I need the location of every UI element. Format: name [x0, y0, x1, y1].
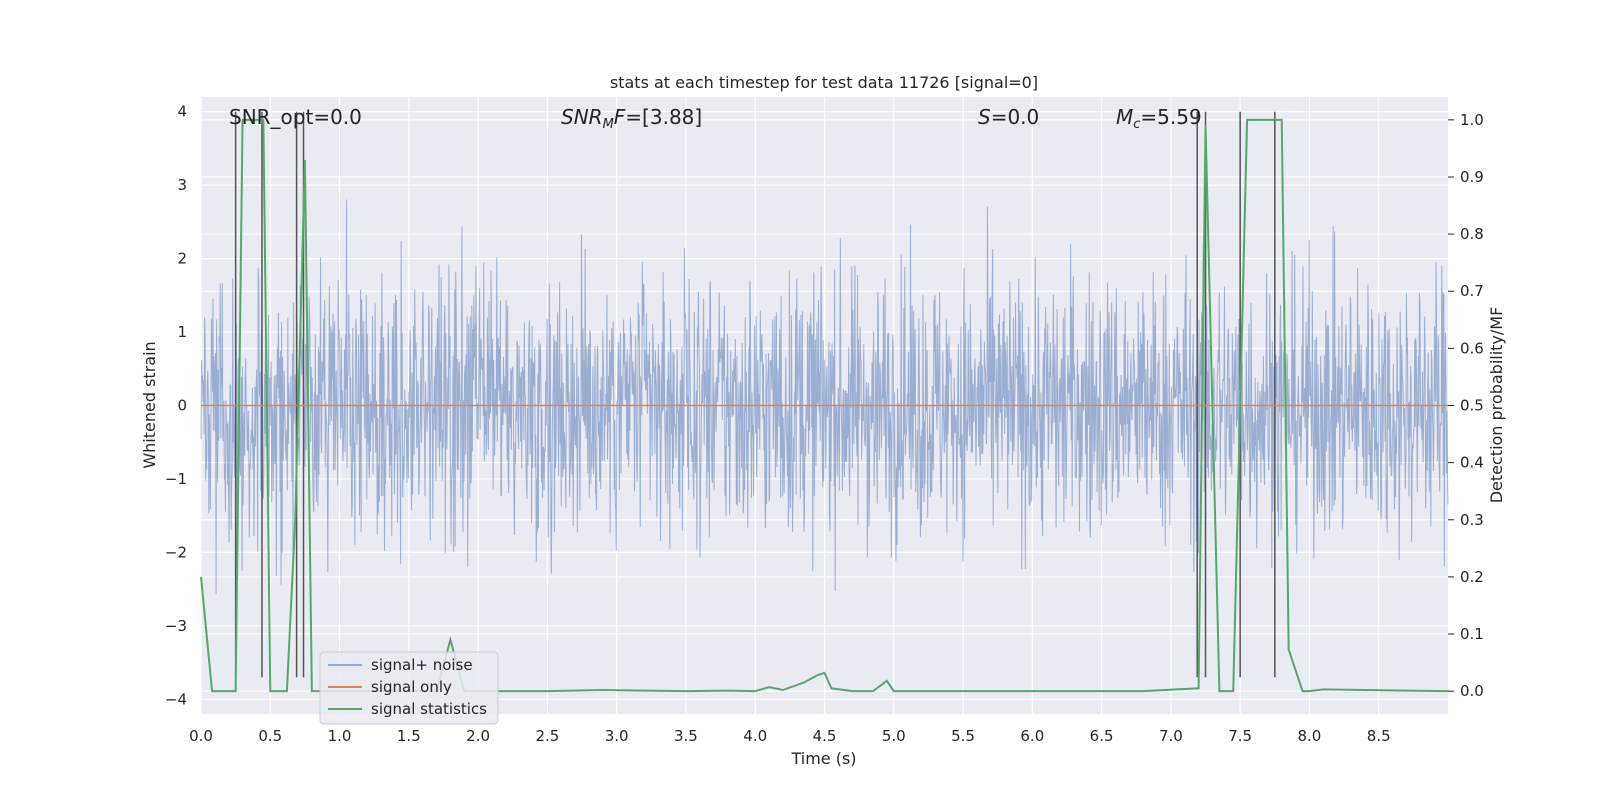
y-tick-label: 2 — [177, 250, 187, 268]
y-tick-label: −1 — [165, 470, 187, 488]
y-tick-label: −3 — [165, 617, 187, 635]
annotation-mc: Mc=5.59 — [1116, 105, 1202, 132]
y-tick-label: 1 — [177, 323, 187, 341]
y-right-tick-label: 0.8 — [1460, 225, 1484, 243]
y-tick-label: 3 — [177, 176, 187, 194]
y-right-tick-label: 0.9 — [1460, 168, 1484, 186]
annotations: SNR_opt=0.0 SNRMF=[3.88] S=0.0 Mc=5.59 — [229, 105, 1202, 132]
annotation-s: S=0.0 — [978, 105, 1039, 129]
x-tick-label: 8.0 — [1298, 727, 1322, 745]
legend-label-signal-only: signal only — [371, 678, 452, 696]
x-tick-label: 1.5 — [397, 727, 421, 745]
x-tick-label: 2.5 — [535, 727, 559, 745]
x-tick-label: 4.0 — [743, 727, 767, 745]
x-tick-label: 3.0 — [605, 727, 629, 745]
x-tick-label: 8.5 — [1367, 727, 1391, 745]
y-tick-label: 4 — [177, 103, 187, 121]
y-right-tick-label: 1.0 — [1460, 111, 1484, 129]
y-right-tick-label: 0.3 — [1460, 511, 1484, 529]
legend: signal+ noise signal only signal statist… — [319, 651, 499, 725]
y-tick-label: −2 — [165, 543, 187, 561]
x-tick-label: 6.5 — [1090, 727, 1114, 745]
y-tick-label: 0 — [177, 397, 187, 415]
legend-label-signal-noise: signal+ noise — [371, 656, 473, 674]
statistics-line — [200, 118, 1449, 693]
x-tick-label: 3.5 — [674, 727, 698, 745]
legend-label-signal-statistics: signal statistics — [371, 700, 487, 718]
x-tick-label: 0.0 — [189, 727, 213, 745]
y-right-tick-label: 0.0 — [1460, 682, 1484, 700]
y-tick-label: −4 — [165, 690, 187, 708]
series-signal-statistics — [200, 118, 1449, 693]
x-tick-label: 7.5 — [1228, 727, 1252, 745]
y-right-axis-label: Detection probability/MF — [1487, 307, 1506, 504]
x-tick-label: 6.0 — [1020, 727, 1044, 745]
y-right-tick-label: 0.6 — [1460, 339, 1484, 357]
x-tick-label: 5.0 — [882, 727, 906, 745]
annotation-snr-opt: SNR_opt=0.0 — [229, 105, 362, 129]
y-right-tick-label: 0.1 — [1460, 625, 1484, 643]
y-right-tick-label: 0.2 — [1460, 568, 1484, 586]
x-tick-label: 0.5 — [258, 727, 282, 745]
x-axis-label: Time (s) — [790, 749, 856, 768]
legend-box — [319, 651, 499, 725]
annotation-snr-mf: SNRMF=[3.88] — [561, 105, 702, 132]
x-tick-label: 1.0 — [328, 727, 352, 745]
chart-title: stats at each timestep for test data 117… — [610, 73, 1038, 92]
x-tick-label: 4.5 — [813, 727, 837, 745]
x-tick-label: 2.0 — [466, 727, 490, 745]
y-right-tick-labels: 1.0 0.9 0.8 0.7 0.6 0.5 0.4 0.3 0.2 0.1 0.0 — [1448, 111, 1484, 700]
y-right-tick-label: 0.4 — [1460, 454, 1484, 472]
y-right-tick-label: 0.5 — [1460, 397, 1484, 415]
y-axis-label: Whitened strain — [140, 341, 159, 468]
x-tick-labels: 0.0 0.5 1.0 1.5 2.0 2.5 3.0 3.5 4.0 4.5 5.0 5.5 6.0 6… — [189, 727, 1391, 745]
x-tick-label: 5.5 — [951, 727, 975, 745]
y-right-tick-label: 0.7 — [1460, 282, 1484, 300]
y-tick-labels: 4 3 2 1 0 −1 −2 −3 −4 — [165, 103, 187, 709]
x-tick-label: 7.0 — [1159, 727, 1183, 745]
